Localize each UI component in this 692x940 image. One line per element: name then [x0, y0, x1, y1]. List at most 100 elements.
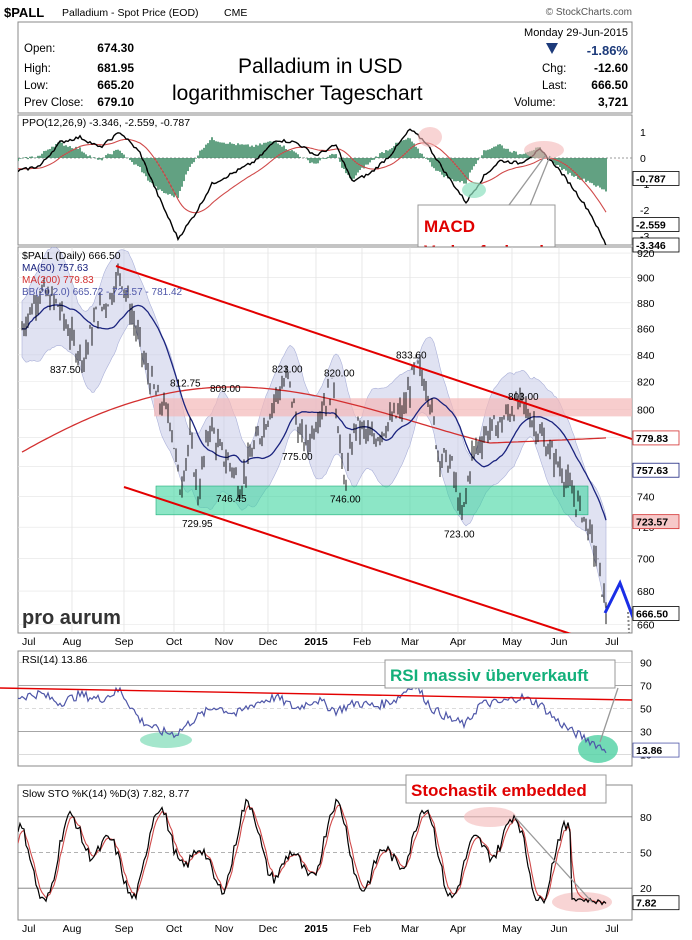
- ppo-histogram-bar: [267, 141, 269, 158]
- x-axis-label: Oct: [166, 636, 182, 648]
- ppo-histogram-bar: [285, 149, 287, 158]
- ppo-histogram-bar: [295, 152, 297, 158]
- ppo-histogram-bar: [217, 141, 219, 158]
- ppo-histogram-bar: [111, 154, 113, 158]
- x-axis-label: May: [502, 923, 523, 935]
- ppo-histogram-bar: [603, 158, 605, 190]
- ppo-histogram-bar: [303, 157, 305, 158]
- pct-change-value: -1.86%: [587, 43, 629, 58]
- ppo-histogram-bar: [495, 146, 497, 158]
- title-line-2: logarithmischer Tageschart: [172, 82, 423, 105]
- ppo-histogram-bar: [511, 152, 513, 158]
- ppo-histogram-bar: [65, 145, 67, 158]
- rsi-annotation-box: [384, 659, 616, 689]
- ppo-histogram-bar: [221, 142, 223, 158]
- ppo-histogram-bar: [465, 158, 467, 184]
- ppo-histogram-bar: [155, 158, 157, 187]
- ppo-histogram-bar: [309, 158, 311, 164]
- stochastic-last-tag-box: [632, 895, 680, 911]
- ppo-histogram-bar: [411, 141, 413, 158]
- ppo-y-tick: -3: [640, 231, 649, 243]
- sto-annotation: Stochastik embedded: [411, 781, 587, 800]
- ppo-histogram-bar: [461, 158, 463, 181]
- ppo-histogram-bar: [587, 158, 589, 181]
- ppo-histogram-bar: [331, 153, 333, 158]
- x-axis-label: Jun: [551, 923, 568, 935]
- sto-title: Slow STO %K(14) %D(3) 7.82, 8.77: [22, 788, 189, 800]
- ppo-y-tick: 1: [640, 127, 646, 139]
- ppo-histogram-bar: [491, 148, 493, 158]
- ppo-histogram-bar: [419, 153, 421, 158]
- ppo-histogram-bar: [25, 157, 27, 158]
- ppo-histogram-bar: [327, 156, 329, 158]
- ppo-histogram-bar: [501, 145, 503, 158]
- ppo-histogram-bar: [509, 151, 511, 158]
- ppo-histogram-bar: [351, 158, 353, 180]
- rsi-annotation: RSI massiv überverkauft: [390, 666, 589, 685]
- ppo-histogram-bar: [179, 158, 181, 192]
- ppo-histogram-bar: [139, 158, 141, 168]
- ppo-histogram-bar: [287, 150, 289, 158]
- ppo-histogram-bar: [601, 158, 603, 190]
- rsi-line: [18, 679, 607, 754]
- volume-value: 3,721: [598, 95, 628, 109]
- ppo-histogram-bar: [525, 152, 527, 158]
- forecast-path: [603, 579, 632, 619]
- ppo-last-tag: -2.559: [636, 220, 666, 232]
- ppo-histogram-bar: [339, 158, 341, 162]
- sto-embedded-highlight: [552, 892, 612, 912]
- sto-callout-line: [514, 816, 593, 903]
- ppo-histogram-bar: [119, 150, 121, 158]
- ppo-histogram-bar: [333, 154, 335, 158]
- ppo-histogram-bar: [187, 158, 189, 172]
- ppo-histogram-bar: [387, 150, 389, 158]
- open-label: Open:: [24, 43, 55, 55]
- rsi-y-tick: 70: [640, 681, 652, 693]
- ppo-histogram-bar: [257, 145, 259, 158]
- rsi-panel: RSI massiv überverkauft RSI(14) 13.86 90…: [0, 650, 680, 767]
- ppo-histogram-bar: [493, 146, 495, 158]
- stochastic-y-tick: 50: [640, 848, 652, 860]
- ppo-histogram-bar: [367, 158, 369, 165]
- ppo-histogram-bar: [299, 156, 301, 158]
- ppo-histogram-bar: [389, 149, 391, 158]
- ppo-histogram-bar: [375, 156, 377, 158]
- ma200-line: [21, 386, 607, 453]
- ppo-histogram-bar: [585, 158, 587, 183]
- ppo-histogram-bar: [485, 150, 487, 158]
- price-labels: 837.50 812.75 809.00 746.45 729.95 823.00 775.…: [50, 350, 539, 540]
- ppo-histogram-bar: [151, 158, 153, 184]
- bb-legend: BB(20,2.0) 665.72 - 723.57 - 781.42: [22, 287, 183, 298]
- forecast-down-arrowhead: [653, 560, 671, 584]
- ppo-histogram-bar: [137, 158, 139, 167]
- ppo-histogram-bar: [593, 158, 595, 186]
- ppo-histogram-bar: [427, 158, 429, 160]
- ppo-histogram-bar: [321, 158, 323, 159]
- credit-label: © StockCharts.com: [546, 7, 632, 18]
- ppo-histogram-bar: [407, 137, 409, 158]
- stochastic-y-axis: 80 50 20: [640, 812, 652, 895]
- ppo-histogram-bar: [297, 154, 299, 158]
- ppo-histogram-bar: [291, 150, 293, 158]
- ppo-histogram-bar: [185, 158, 187, 175]
- stochastic-panel: Stochastik embedded Slow STO %K(14) %D(3…: [17, 774, 680, 935]
- date-label: Monday 29-Jun-2015: [524, 27, 628, 39]
- ppo-histogram-bar: [159, 158, 161, 190]
- ppo-histogram-bar: [313, 158, 315, 164]
- ppo-histogram-bar: [487, 149, 489, 158]
- ppo-histogram-bar: [59, 141, 61, 158]
- ppo-histogram-bar: [189, 158, 191, 167]
- ppo-histogram-bar: [147, 158, 149, 181]
- ppo-histogram-bar: [421, 153, 423, 158]
- ppo-histogram-bar: [289, 150, 291, 158]
- ppo-last-tag-box: [632, 217, 680, 232]
- ppo-histogram-bar: [429, 158, 431, 163]
- ppo-histogram-bar: [169, 158, 171, 195]
- ppo-histogram-bar: [517, 154, 519, 158]
- x-axis-label: Sep: [115, 636, 134, 648]
- ppo-histogram-bar: [315, 158, 317, 164]
- ppo-histogram-bar: [377, 156, 379, 158]
- ppo-histogram-bar: [241, 144, 243, 158]
- rsi-trend-line: [0, 687, 633, 701]
